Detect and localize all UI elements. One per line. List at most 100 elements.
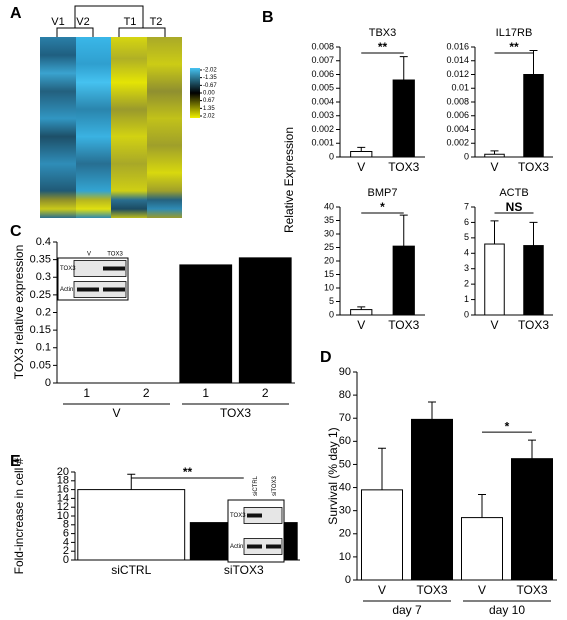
y-axis-label: TOX3 relative expression [12, 245, 26, 380]
y-tick-label: 10 [339, 551, 351, 563]
y-tick-label: 10 [57, 510, 69, 522]
chart-title: ACTB [499, 187, 528, 199]
colorbar-tick-label: -0.67 [203, 83, 217, 89]
significance-label: NS [506, 200, 523, 214]
blot-band-label: TOX3 [60, 266, 76, 272]
y-tick-label: 16 [57, 484, 69, 496]
y-tick-label: 10 [324, 282, 334, 292]
y-tick-label: 5 [329, 296, 334, 306]
error-bar [127, 473, 136, 490]
error-bar [529, 221, 538, 246]
error-bar [357, 146, 366, 152]
column-label: T1 [124, 16, 137, 28]
bar [411, 418, 453, 581]
blot-strip [73, 281, 127, 298]
y-tick-label: 0.3 [36, 271, 51, 283]
x-tick-label: TOX3 [518, 318, 549, 332]
colorbar-tick-label: 0.00 [203, 91, 215, 97]
heatmap-column [76, 37, 111, 218]
error-bar [529, 49, 538, 75]
y-tick-label: 0.15 [30, 324, 51, 336]
column-label: V2 [76, 16, 89, 28]
panel-letter: C [10, 223, 22, 240]
y-tick-label: 0.004 [311, 96, 334, 106]
y-tick-label: 0 [63, 554, 69, 566]
group-label: day 10 [489, 603, 525, 617]
y-tick-label: 0.25 [30, 289, 51, 301]
x-tick-label: TOX3 [416, 583, 447, 597]
blot-strip [73, 260, 127, 277]
y-tick-label: 0.007 [311, 55, 334, 65]
dendrogram [56, 5, 166, 37]
bar [523, 245, 544, 316]
x-tick-label: V [357, 160, 365, 174]
panel-letter: E [10, 453, 21, 470]
colorbar-tick-label: -2.02 [203, 68, 217, 74]
bar [511, 458, 553, 581]
bar [392, 245, 415, 316]
x-tick-label: V [490, 160, 498, 174]
y-tick-label: 0.35 [30, 254, 51, 266]
y-tick-label: 0.001 [311, 138, 334, 148]
group-label: V [112, 406, 120, 420]
x-tick-label: 1 [83, 386, 90, 400]
y-tick-label: 0.002 [311, 124, 334, 134]
chart-title: BMP7 [368, 187, 398, 199]
y-tick-label: 1 [464, 294, 469, 304]
y-tick-label: 0.004 [446, 124, 469, 134]
y-tick-label: 20 [339, 528, 351, 540]
y-tick-label: 2 [63, 545, 69, 557]
blot-strip [243, 507, 283, 524]
y-tick-label: 90 [339, 366, 351, 378]
bar [523, 74, 544, 158]
panel-letter: D [320, 349, 332, 366]
x-tick-label: siCTRL [111, 563, 151, 577]
blot-band [77, 287, 99, 292]
y-tick-label: 12 [57, 501, 69, 513]
y-axis-label: Survival (% day 1) [326, 427, 340, 524]
y-tick-label: 18 [57, 475, 69, 487]
bar [350, 309, 373, 316]
y-tick-label: 3 [464, 263, 469, 273]
error-bar [490, 220, 499, 245]
bar [350, 151, 373, 158]
panel-letter: B [262, 9, 274, 26]
y-tick-label: 20 [57, 466, 69, 478]
y-tick-label: 5 [464, 232, 469, 242]
x-tick-label: V [357, 318, 365, 332]
x-tick-label: V [490, 318, 498, 332]
blot-lane-label: siCTRL [253, 475, 259, 496]
blot-lane-label: V [87, 252, 91, 258]
blot-band-label: Actin [230, 544, 243, 550]
y-tick-label: 0.01 [451, 83, 469, 93]
bar [461, 517, 503, 581]
significance-label: ** [378, 40, 388, 54]
colorbar-tick-label: -1.35 [203, 75, 217, 81]
group-label: TOX3 [220, 406, 251, 420]
x-tick-label: 2 [143, 386, 150, 400]
error-bar [528, 439, 536, 459]
y-tick-label: 0.4 [36, 236, 51, 248]
y-tick-label: 4 [464, 248, 469, 258]
blot-band [247, 544, 262, 549]
y-tick-label: 40 [324, 201, 334, 211]
heatmap [40, 37, 200, 218]
y-tick-label: 30 [339, 505, 351, 517]
y-tick-label: 0 [464, 309, 469, 319]
column-label: T2 [150, 16, 163, 28]
bar [484, 243, 505, 316]
y-tick-label: 7 [464, 201, 469, 211]
significance-label: * [505, 419, 510, 433]
chart-title: IL17RB [496, 27, 533, 39]
bar [179, 264, 233, 384]
y-tick-label: 0.2 [36, 306, 51, 318]
y-tick-label: 4 [63, 536, 69, 548]
y-tick-label: 6 [63, 528, 69, 540]
x-tick-label: TOX3 [388, 160, 419, 174]
group-label: day 7 [392, 603, 422, 617]
y-tick-label: 35 [324, 215, 334, 225]
x-tick-label: 1 [202, 386, 209, 400]
colorbar-tick-label: 0.67 [203, 98, 215, 104]
y-tick-label: 0.002 [446, 138, 469, 148]
